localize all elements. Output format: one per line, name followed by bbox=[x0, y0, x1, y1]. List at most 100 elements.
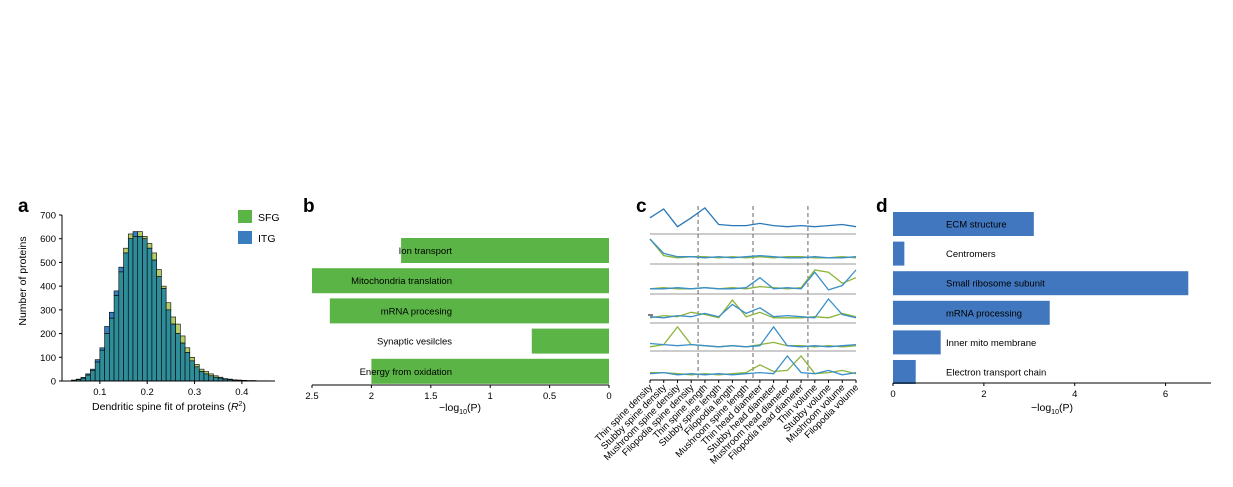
panel-b-bar bbox=[401, 238, 609, 263]
histogram-ytick-label: 500 bbox=[40, 258, 56, 269]
histogram-xlabel-r: R bbox=[231, 401, 239, 413]
histogram-bar-top bbox=[99, 347, 105, 351]
histogram-xlabel-sup: 2 bbox=[239, 401, 243, 408]
panel-d-xtick-label: 0 bbox=[890, 389, 895, 400]
panel-b-bar-label: Mitochondria translation bbox=[351, 276, 452, 287]
histogram-bars bbox=[71, 231, 271, 382]
panel-d-bar bbox=[893, 300, 1050, 325]
legend-swatch-sfg bbox=[238, 210, 252, 223]
histogram-bar-top bbox=[127, 233, 134, 240]
histogram-bar bbox=[180, 342, 186, 382]
histogram-bar-top bbox=[137, 231, 143, 237]
histogram-bar-top bbox=[109, 311, 115, 319]
histogram-bar bbox=[109, 317, 115, 382]
histogram-bar bbox=[184, 352, 191, 382]
histogram-bar-top bbox=[165, 302, 172, 311]
histogram-bar bbox=[99, 349, 105, 382]
panel-d-xlabel: −log10(P) bbox=[1031, 402, 1073, 416]
panel-b-axes: 2.5 2 1.5 1 0.5 0 bbox=[305, 384, 612, 402]
panel-b-xtick-label: 2.5 bbox=[305, 391, 318, 402]
histogram-xtick-label: 0.1 bbox=[93, 387, 106, 398]
panel-c-line-profile bbox=[649, 207, 857, 228]
panel-c-line-itg bbox=[649, 325, 857, 348]
panel-b-bar-label: Ion transport bbox=[399, 246, 453, 257]
panel-d-axes: 0 2 4 6 bbox=[890, 382, 1211, 400]
histogram-legend: SFG ITG bbox=[238, 210, 280, 245]
panel-b-bar bbox=[329, 298, 609, 324]
panel-d-bar-label: Centromers bbox=[946, 249, 996, 260]
panel-a-histogram: 0 100 200 300 400 500 600 700 0.1 0.2 0.3 0.4 Numbe… bbox=[17, 210, 280, 413]
panel-b-xlabel: −log10(P) bbox=[439, 402, 481, 416]
panel-c-line-itg bbox=[649, 297, 857, 319]
panel-c-lines bbox=[649, 207, 857, 376]
histogram-ytick-label: 400 bbox=[40, 282, 56, 293]
panel-b-bars: Ion transport Mitochondria translation mRN… bbox=[312, 238, 609, 384]
histogram-bar bbox=[189, 360, 195, 382]
panel-b-xlabel-sub: 10 bbox=[459, 409, 467, 416]
histogram-bar-top bbox=[113, 290, 120, 296]
histogram-bar bbox=[170, 323, 176, 382]
panel-d-bar-label: ECM structure bbox=[946, 220, 1007, 231]
histogram-xtick-label: 0.4 bbox=[235, 387, 248, 398]
histogram-bar bbox=[213, 376, 219, 382]
histogram-bar bbox=[132, 236, 139, 382]
panel-d-xlabel-tail: (P) bbox=[1059, 402, 1073, 414]
histogram-ytick-label: 600 bbox=[40, 234, 56, 245]
panel-d-xlabel-main: −log bbox=[1031, 402, 1051, 414]
panel-d-bar bbox=[893, 360, 916, 384]
panel-b-bar-label: Synaptic vesilcles bbox=[377, 337, 452, 348]
histogram-bar bbox=[118, 271, 124, 382]
panel-d-xtick-label: 4 bbox=[1072, 389, 1077, 400]
histogram-bar-top bbox=[170, 316, 176, 325]
histogram-ytick-label: 300 bbox=[40, 305, 56, 316]
panel-b-bar bbox=[371, 358, 609, 384]
panel-label-a: a bbox=[18, 196, 29, 217]
histogram-xtick-label: 0.3 bbox=[188, 387, 201, 398]
panel-c-line-itg bbox=[650, 269, 857, 291]
histogram-bar bbox=[203, 373, 210, 382]
histogram-bar bbox=[156, 276, 162, 382]
panel-b-bar-chart: Ion transport Mitochondria translation mRN… bbox=[305, 238, 612, 416]
histogram-bar bbox=[94, 361, 101, 382]
histogram-bar-top bbox=[184, 347, 191, 353]
histogram-bar bbox=[90, 370, 96, 382]
panel-d-bars: ECM structure Centromers Small ribosome su… bbox=[893, 212, 1189, 384]
panel-c-line-itg bbox=[649, 354, 857, 376]
histogram-ytick-label: 100 bbox=[40, 353, 56, 364]
legend-label-sfg: SFG bbox=[258, 212, 280, 224]
legend-label-itg: ITG bbox=[258, 233, 276, 245]
histogram-bar bbox=[142, 238, 148, 382]
histogram-bar-top bbox=[146, 243, 153, 249]
panel-label-b: b bbox=[303, 196, 315, 217]
histogram-bar bbox=[208, 375, 214, 382]
histogram-bar bbox=[198, 371, 205, 382]
histogram-bar bbox=[137, 236, 143, 382]
histogram-bar-top bbox=[156, 269, 162, 277]
panel-b-xtick-label: 1 bbox=[488, 391, 493, 402]
histogram-bar bbox=[165, 309, 172, 382]
panel-d-xtick-label: 6 bbox=[1163, 389, 1168, 400]
histogram-bar-top bbox=[94, 359, 101, 363]
histogram-ylabel: Number of proteins bbox=[17, 236, 29, 325]
histogram-bar bbox=[127, 238, 134, 382]
panel-b-bar bbox=[531, 328, 609, 354]
panel-b-bar-label: mRNA procesing bbox=[381, 306, 452, 317]
histogram-xtick-label: 0.2 bbox=[141, 387, 154, 398]
histogram-ytick-label: 700 bbox=[40, 211, 56, 222]
histogram-ytick-label: 0 bbox=[51, 377, 56, 388]
panel-d-bar-label: Inner mito membrane bbox=[946, 338, 1036, 349]
histogram-xlabel-close: ) bbox=[242, 401, 246, 413]
panel-c-line-sfg bbox=[649, 299, 857, 319]
panel-b-bar bbox=[312, 268, 609, 294]
panel-d-bar-label: Small ribosome subunit bbox=[946, 279, 1045, 290]
histogram-bar bbox=[146, 247, 153, 382]
histogram-bar bbox=[151, 259, 157, 382]
panel-d-bar bbox=[893, 271, 1189, 296]
panel-b-xtick-label: 1.5 bbox=[424, 391, 437, 402]
histogram-bar-top bbox=[151, 252, 157, 261]
histogram-bar bbox=[113, 295, 120, 382]
histogram-axes: 0 100 200 300 400 500 600 700 0.1 0.2 0.3 0.4 bbox=[40, 211, 275, 398]
panel-b-xtick-label: 0.5 bbox=[543, 391, 556, 402]
